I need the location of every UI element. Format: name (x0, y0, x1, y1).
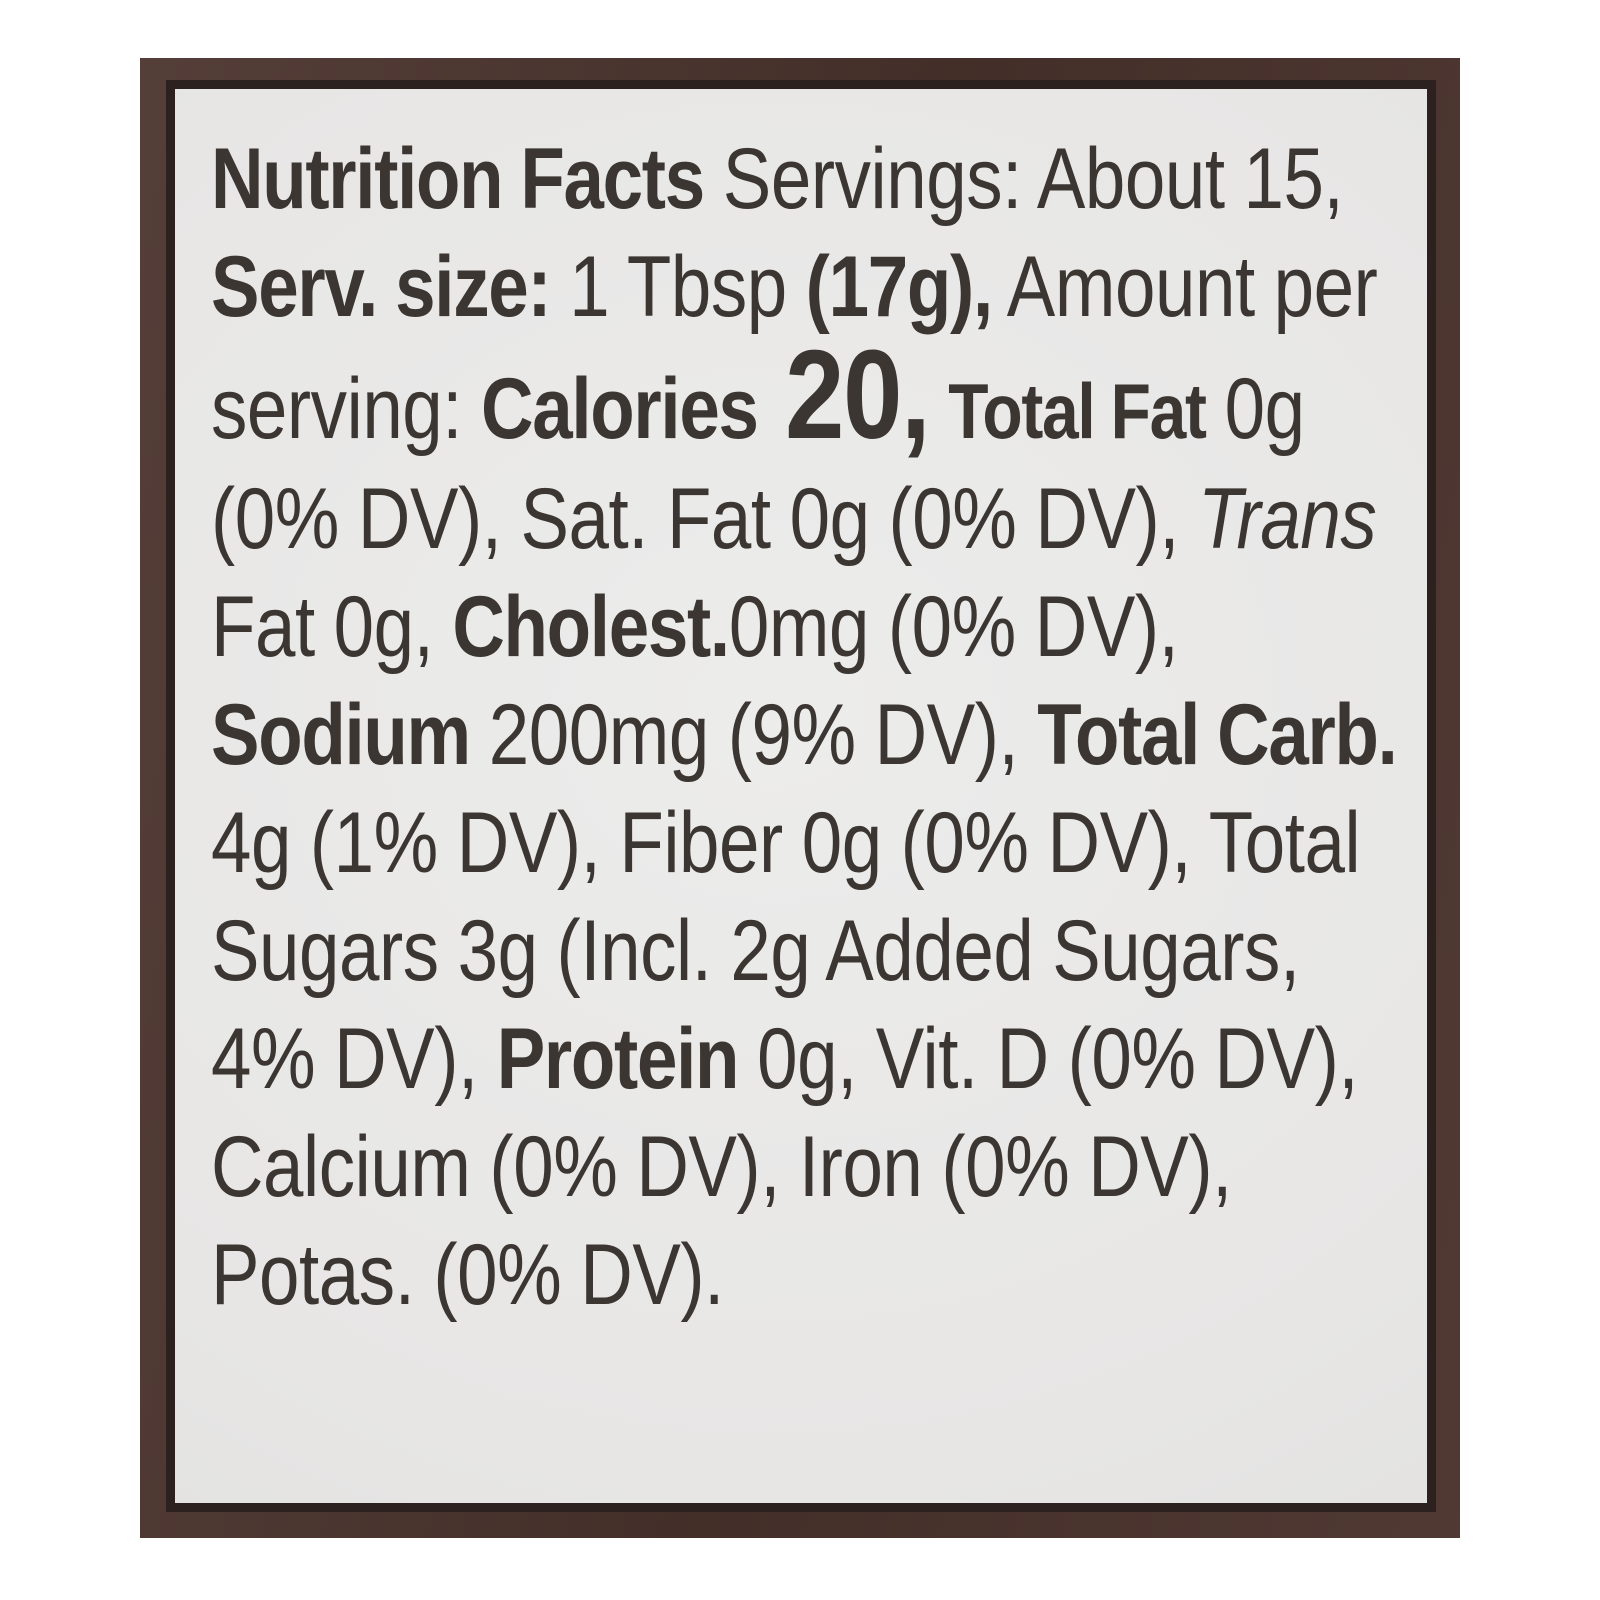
nutrition-label-frame: Nutrition Facts Servings: About 15, Serv… (140, 58, 1460, 1538)
nutrition-text-run-1: Servings: About 15, (703, 131, 1344, 227)
nutrition-text-run-6: Calories (481, 361, 759, 457)
nutrition-text-run-18: 4g (1% DV), Fiber 0g (0% DV), Total Suga… (211, 795, 1361, 1107)
nutrition-text-run-7: 20, (757, 324, 930, 465)
nutrition-text-run-0: Nutrition Facts (211, 131, 705, 227)
nutrition-facts-text: Nutrition Facts Servings: About 15, Serv… (211, 125, 1413, 1329)
nutrition-text-run-8 (929, 361, 948, 457)
nutrition-text-run-3: 1 Tbsp (550, 239, 806, 335)
nutrition-text-run-16: 200mg (9% DV), (469, 687, 1038, 783)
nutrition-text-run-20: 0g, Vit. D (0% DV), Calcium (0% DV), Iro… (211, 1011, 1359, 1323)
nutrition-facts-panel: Nutrition Facts Servings: About 15, Serv… (175, 89, 1427, 1503)
nutrition-text-run-5: Amount per serving: (211, 239, 1378, 457)
label-inner-keyline: Nutrition Facts Servings: About 15, Serv… (166, 80, 1436, 1512)
nutrition-text-run-17: Total Carb. (1037, 687, 1398, 783)
nutrition-text-run-12: Fat 0g, (211, 579, 453, 675)
nutrition-text-run-2: Serv. size: (211, 239, 552, 335)
nutrition-text-run-4: (17g), (805, 239, 993, 335)
nutrition-text-run-9: Total Fat (948, 367, 1207, 455)
nutrition-text-run-14: 0mg (0% DV), (728, 579, 1179, 675)
nutrition-text-run-13: Cholest. (452, 579, 730, 675)
nutrition-text-run-15: Sodium (211, 687, 471, 783)
nutrition-text-run-11: Trans (1197, 471, 1377, 567)
nutrition-text-run-10: 0g (0% DV), Sat. Fat 0g (0% DV), (211, 361, 1305, 567)
nutrition-text-run-19: Protein (496, 1011, 740, 1107)
